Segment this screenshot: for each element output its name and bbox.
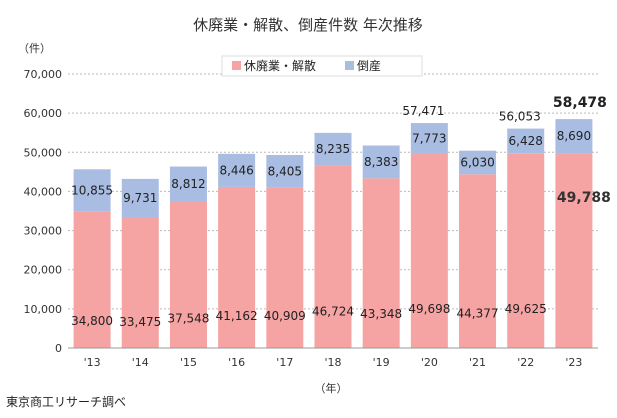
bar-haigyo [459, 174, 497, 348]
data-label-tosan: 6,030 [460, 155, 494, 169]
x-tick-label: '17 [276, 356, 293, 369]
bar-tosan [218, 153, 256, 187]
x-tick-label: '23 [565, 356, 582, 369]
bar-haigyo [507, 153, 545, 348]
y-tick-label: 50,000 [24, 146, 63, 159]
bar-haigyo [169, 201, 207, 348]
x-tick-label: '18 [324, 356, 341, 369]
legend-swatch-tosan [345, 61, 354, 70]
x-tick-label: '20 [421, 356, 438, 369]
total-label: 57,471 [402, 104, 444, 118]
bars [73, 119, 593, 348]
bar-haigyo [314, 165, 352, 348]
y-tick-label: 0 [55, 342, 62, 355]
chart-title: 休廃業・解散、倒産件数 年次推移 [193, 16, 423, 34]
x-tick-label: '22 [517, 356, 534, 369]
bar-haigyo [266, 187, 304, 348]
bar-tosan [121, 178, 159, 217]
data-label-tosan: 8,405 [268, 164, 302, 178]
source-note: 東京商工リサーチ調べ [6, 394, 126, 409]
data-label-haigyo: 49,625 [505, 302, 547, 316]
bar-haigyo [410, 153, 448, 348]
bar-tosan [555, 119, 593, 154]
bar-tosan [362, 145, 400, 179]
bar-haigyo [218, 186, 256, 348]
bar-tosan [169, 166, 207, 202]
data-label-haigyo: 41,162 [216, 309, 258, 323]
data-label-tosan: 8,446 [219, 163, 253, 177]
y-axis-label: （件） [18, 42, 51, 55]
data-label-haigyo: 34,800 [71, 314, 113, 328]
y-tick-label: 60,000 [24, 107, 63, 120]
total-label: 56,053 [499, 110, 541, 124]
data-label-haigyo: 43,348 [360, 307, 402, 321]
data-label-tosan: 6,428 [509, 134, 543, 148]
data-label-tosan: 7,773 [412, 131, 446, 145]
x-tick-label: '15 [180, 356, 197, 369]
bar-haigyo [362, 178, 400, 348]
y-tick-label: 70,000 [24, 68, 63, 81]
data-label-tosan: 10,855 [71, 184, 113, 198]
data-label-haigyo: 37,548 [167, 312, 209, 326]
data-label-tosan: 8,690 [557, 129, 591, 143]
legend-label-tosan: 倒産 [357, 58, 381, 73]
data-label-tosan: 9,731 [123, 191, 157, 205]
data-label-tosan: 8,235 [316, 142, 350, 156]
y-tick-label: 30,000 [24, 225, 63, 238]
legend-swatch-haigyo [232, 61, 241, 70]
x-tick-label: '16 [228, 356, 245, 369]
bar-tosan [410, 123, 448, 154]
bar-tosan [507, 128, 545, 154]
x-tick-label: '19 [373, 356, 390, 369]
bar-tosan [314, 132, 352, 166]
bar-haigyo [121, 216, 159, 348]
data-label-tosan: 8,383 [364, 155, 398, 169]
legend: 休廃業・解散 倒産 [221, 55, 423, 77]
data-label-haigyo: 40,909 [264, 309, 306, 323]
y-tick-label: 20,000 [24, 264, 63, 277]
axes: 0 10,000 20,000 30,000 40,000 50,000 60,000 70,… [24, 68, 598, 369]
data-labels: 34,800 10,855 33,475 9,731 37,548 8,812 41,162… [71, 95, 611, 329]
x-tick-label: '21 [469, 356, 486, 369]
x-tick-label: '13 [84, 356, 101, 369]
data-label-haigyo: 44,377 [457, 306, 499, 320]
total-label: 58,478 [553, 95, 607, 111]
bar-haigyo [73, 211, 111, 348]
data-label-haigyo: 49,788 [557, 190, 611, 206]
x-tick-label: '14 [132, 356, 149, 369]
legend-label-haigyo: 休廃業・解散 [244, 58, 316, 73]
y-tick-label: 10,000 [24, 303, 63, 316]
data-label-tosan: 8,812 [171, 177, 205, 191]
bar-tosan [459, 150, 497, 175]
bar-tosan [73, 169, 111, 212]
data-label-haigyo: 46,724 [312, 304, 354, 318]
bar-haigyo [555, 153, 593, 348]
data-label-haigyo: 49,698 [408, 302, 450, 316]
data-label-haigyo: 33,475 [119, 315, 161, 329]
legend-box [221, 55, 423, 77]
bar-tosan [266, 154, 304, 188]
y-tick-label: 40,000 [24, 185, 63, 198]
x-axis-label: （年） [315, 381, 348, 395]
